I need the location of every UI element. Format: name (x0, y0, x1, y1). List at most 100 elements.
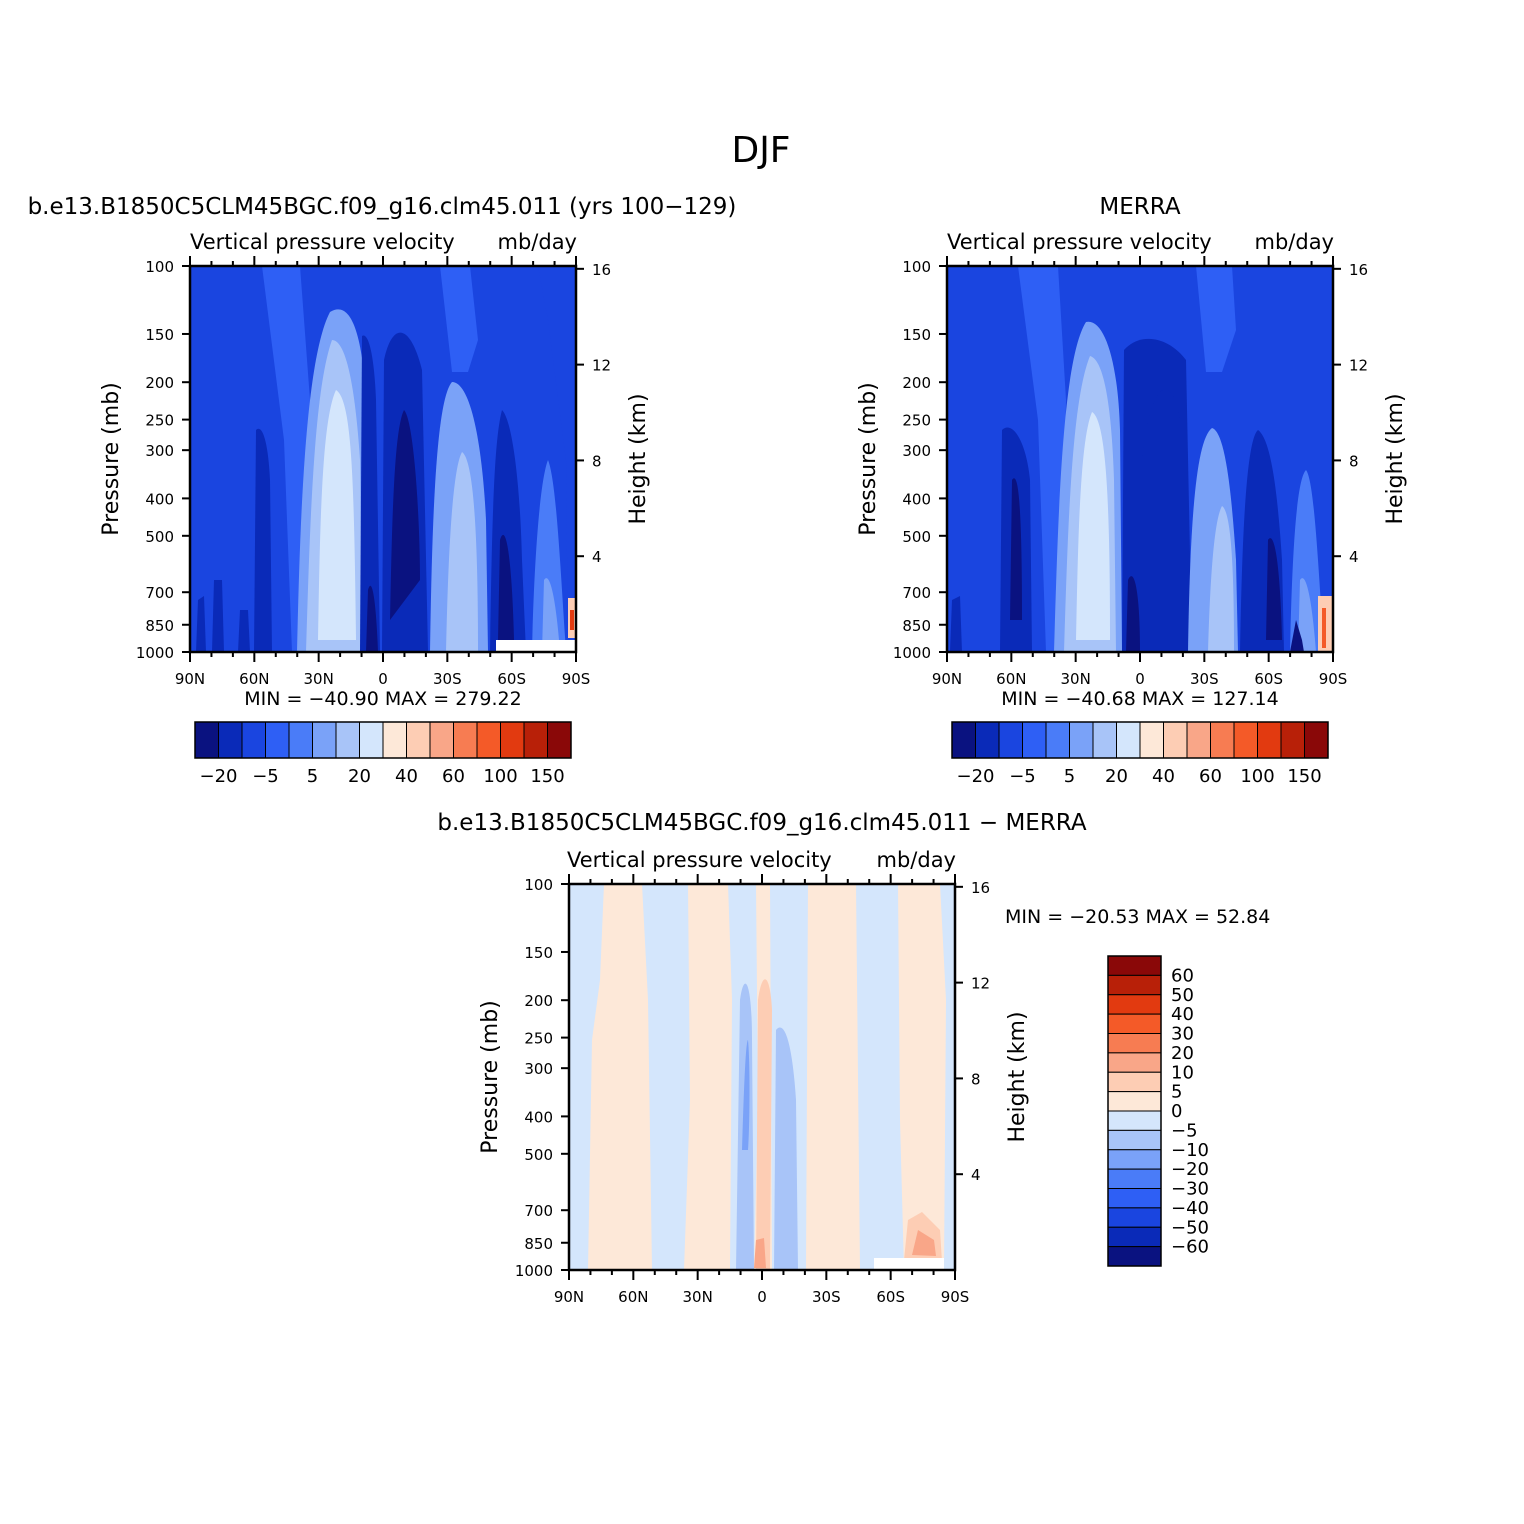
colorbar-swatch (265, 721, 290, 759)
y-tick-label: 1000 (893, 644, 931, 662)
colorbar-swatch (1107, 1226, 1162, 1248)
x-tick-label: 90S (1319, 670, 1348, 688)
colorbar-label: −40 (1171, 1198, 1209, 1219)
colorbar-swatch (1186, 721, 1211, 759)
colorbar-swatch (453, 721, 478, 759)
colorbar-swatch (1107, 1207, 1162, 1228)
colorbar-label: −10 (1171, 1140, 1209, 1161)
panel-model-ylabel-right: Height (km) (626, 393, 651, 524)
colorbar-frame (1107, 955, 1162, 1267)
colorbar-swatch (288, 721, 313, 759)
colorbar-label: −20 (957, 766, 995, 787)
colorbar-label: 20 (1171, 1043, 1194, 1064)
colorbar-swatch (1116, 721, 1141, 759)
colorbar-swatch (312, 721, 337, 759)
x-tick-label: 60N (239, 670, 269, 688)
y-tick-label: 850 (902, 617, 931, 635)
colorbar-label: −60 (1171, 1237, 1209, 1258)
y-tick-label: 700 (524, 1202, 553, 1220)
colorbar-swatch (1280, 721, 1305, 759)
colorbar-swatch (241, 721, 266, 759)
panel-diff-title: b.e13.B1850C5CLM45BGC.f09_g16.clm45.011 … (437, 810, 1086, 836)
colorbar-swatch (975, 721, 1000, 759)
panel-model-stats: MIN = −40.90 MAX = 279.22 (244, 688, 521, 710)
colorbar-label: −20 (1171, 1159, 1209, 1180)
colorbar-swatch (1107, 1091, 1162, 1112)
colorbar-label: 40 (1152, 766, 1175, 787)
colorbar-swatch (951, 721, 976, 759)
colorbar-swatch (429, 721, 454, 759)
x-tick-label: 90S (941, 1288, 970, 1306)
y-tick-label: 250 (902, 412, 931, 430)
y-tick-label: 250 (524, 1030, 553, 1048)
y-right-tick-label: 4 (592, 548, 602, 566)
colorbar-label: 30 (1171, 1024, 1194, 1045)
colorbar-label: 50 (1171, 985, 1194, 1006)
y-right-tick-label: 16 (592, 261, 611, 279)
colorbar-swatch (1107, 1246, 1162, 1267)
colorbar-label: 40 (1171, 1004, 1194, 1025)
panel-model-title: b.e13.B1850C5CLM45BGC.f09_g16.clm45.011 … (28, 194, 737, 220)
colorbar-swatch (1139, 721, 1164, 759)
y-right-tick-label: 12 (592, 357, 611, 375)
panel-merra-subtitle-right: mb/day (1255, 230, 1335, 254)
x-tick-label: 0 (757, 1288, 767, 1306)
panel-diff-ylabel: Pressure (mb) (478, 1000, 503, 1154)
colorbar-swatch (1092, 721, 1117, 759)
colorbar-swatch (1107, 1071, 1162, 1093)
colorbar-swatch (1107, 1052, 1162, 1073)
colorbar-label: 100 (483, 766, 517, 787)
colorbar-label: 60 (1199, 766, 1222, 787)
y-right-tick-label: 8 (592, 452, 602, 470)
panel-model: b.e13.B1850C5CLM45BGC.f09_g16.clm45.011 … (28, 194, 737, 787)
colorbar-label: 100 (1240, 766, 1274, 787)
colorbar-label: −50 (1171, 1217, 1209, 1238)
y-tick-label: 150 (902, 326, 931, 344)
x-tick-label: 30S (1190, 670, 1219, 688)
y-tick-label: 300 (524, 1060, 553, 1078)
colorbar-label: 150 (1287, 766, 1321, 787)
colorbar-label: 10 (1171, 1062, 1194, 1083)
colorbar-swatch (500, 721, 525, 759)
y-tick-label: 200 (145, 374, 174, 392)
y-tick-label: 100 (902, 258, 931, 276)
panel-diff-stats: MIN = −20.53 MAX = 52.84 (1005, 906, 1270, 928)
colorbar-swatch (547, 721, 572, 759)
colorbar-label: −5 (252, 766, 279, 787)
panel-merra-ylabel: Pressure (mb) (856, 382, 881, 536)
colorbar-swatch (359, 721, 384, 759)
panel-merra: MERRA Vertical pressure velocity mb/day (856, 194, 1408, 787)
y-tick-label: 400 (902, 490, 931, 508)
colorbar-swatch (194, 721, 219, 759)
y-tick-label: 300 (902, 442, 931, 460)
colorbar-label: −30 (1171, 1179, 1209, 1200)
panel-model-field (190, 266, 576, 652)
y-tick-label: 150 (145, 326, 174, 344)
colorbar-label: 150 (530, 766, 564, 787)
colorbar-swatch (1107, 1013, 1162, 1034)
colorbar-swatch (1163, 721, 1188, 759)
x-tick-label: 90N (554, 1288, 584, 1306)
x-tick-label: 60S (1254, 670, 1283, 688)
y-right-tick-label: 4 (1349, 548, 1359, 566)
y-tick-label: 1000 (515, 1262, 553, 1280)
y-tick-label: 200 (524, 992, 553, 1010)
colorbar-frame (951, 721, 1329, 759)
y-tick-label: 300 (145, 442, 174, 460)
x-tick-label: 30N (683, 1288, 713, 1306)
colorbar-swatch (1107, 1129, 1162, 1151)
panel-diff-ylabel-right: Height (km) (1005, 1011, 1030, 1142)
colorbar-label: −5 (1009, 766, 1036, 787)
colorbar-label: 60 (442, 766, 465, 787)
y-tick-label: 700 (902, 584, 931, 602)
x-tick-label: 60S (497, 670, 526, 688)
y-tick-label: 400 (145, 490, 174, 508)
colorbar-label: 5 (1064, 766, 1075, 787)
colorbar-label: 20 (348, 766, 371, 787)
colorbar-swatch (476, 721, 501, 759)
colorbar-label: 40 (395, 766, 418, 787)
colorbar-swatch (1257, 721, 1282, 759)
x-tick-label: 60N (996, 670, 1026, 688)
x-tick-label: 30N (1061, 670, 1091, 688)
